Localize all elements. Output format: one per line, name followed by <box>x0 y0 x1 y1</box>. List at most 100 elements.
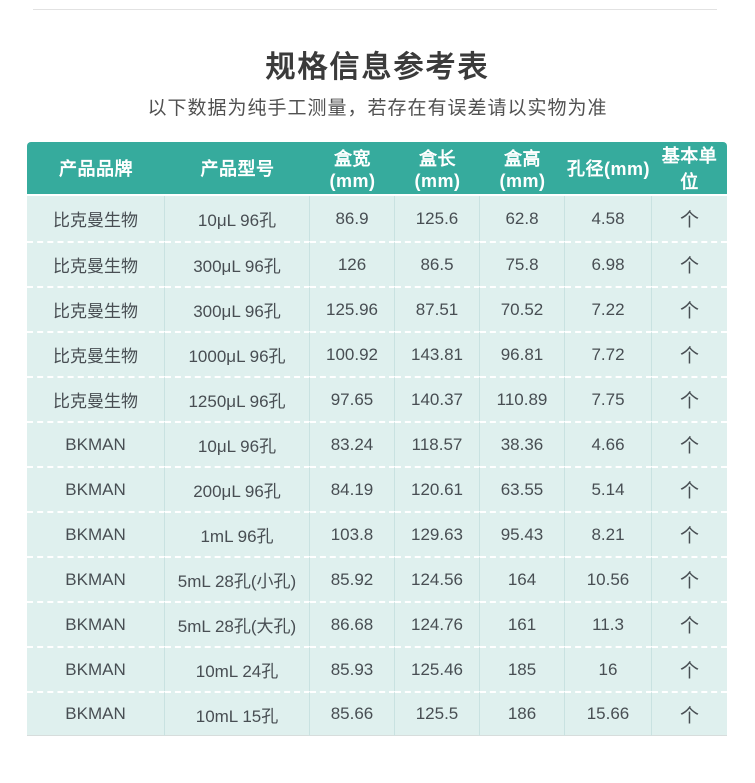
table-cell: 8.21 <box>565 511 652 556</box>
table-row: 比克曼生物 1250μL 96孔 97.65 140.37 110.89 7.75 个 <box>27 376 727 421</box>
table-cell: 7.72 <box>565 331 652 376</box>
table-cell: 个 <box>652 646 727 691</box>
table-cell: 个 <box>652 376 727 421</box>
page-title: 规格信息参考表 <box>265 51 490 84</box>
table-cell: 个 <box>652 286 727 331</box>
page-subtitle: 以下数据为纯手工测量，若存在有误差请以实物为准 <box>147 98 608 119</box>
table-cell: 7.22 <box>565 286 652 331</box>
table-cell: 个 <box>652 421 727 466</box>
table-cell: 4.66 <box>565 421 652 466</box>
table-row: BKMAN 10μL 96孔 83.24 118.57 38.36 4.66 个 <box>27 421 727 466</box>
table-header-row: 产品品牌 产品型号 盒宽(mm) 盒长(mm) 盒高(mm) 孔径(mm) 基本… <box>27 142 727 196</box>
table-cell: BKMAN <box>27 601 165 646</box>
table-cell: BKMAN <box>27 466 165 511</box>
table-cell: 126 <box>310 241 395 286</box>
column-header-model: 产品型号 <box>165 142 310 196</box>
table-cell: 185 <box>480 646 565 691</box>
table-cell: 15.66 <box>565 691 652 736</box>
table-cell: 86.68 <box>310 601 395 646</box>
table-cell: 120.61 <box>395 466 480 511</box>
spec-table-container: 产品品牌 产品型号 盒宽(mm) 盒长(mm) 盒高(mm) 孔径(mm) 基本… <box>27 142 727 736</box>
table-cell: 6.98 <box>565 241 652 286</box>
table-cell: BKMAN <box>27 556 165 601</box>
table-cell: 10.56 <box>565 556 652 601</box>
table-cell: 7.75 <box>565 376 652 421</box>
table-cell: 143.81 <box>395 331 480 376</box>
table-cell: 186 <box>480 691 565 736</box>
column-header-hole-diameter: 孔径(mm) <box>565 142 652 196</box>
table-cell: BKMAN <box>27 691 165 736</box>
table-cell: 97.65 <box>310 376 395 421</box>
table-row: BKMAN 1mL 96孔 103.8 129.63 95.43 8.21 个 <box>27 511 727 556</box>
table-cell: 38.36 <box>480 421 565 466</box>
table-row: BKMAN 200μL 96孔 84.19 120.61 63.55 5.14 个 <box>27 466 727 511</box>
column-header-box-length: 盒长(mm) <box>395 142 480 196</box>
table-cell: 5.14 <box>565 466 652 511</box>
table-cell: 个 <box>652 466 727 511</box>
table-cell: 125.6 <box>395 196 480 241</box>
column-header-base-unit: 基本单位 <box>652 142 727 196</box>
table-cell: 300μL 96孔 <box>165 286 310 331</box>
table-cell: 比克曼生物 <box>27 241 165 286</box>
table-cell: 个 <box>652 511 727 556</box>
table-cell: 124.56 <box>395 556 480 601</box>
table-cell: 11.3 <box>565 601 652 646</box>
table-cell: 200μL 96孔 <box>165 466 310 511</box>
table-cell: 75.8 <box>480 241 565 286</box>
table-cell: 125.46 <box>395 646 480 691</box>
table-cell: 个 <box>652 331 727 376</box>
table-cell: 300μL 96孔 <box>165 241 310 286</box>
table-cell: 个 <box>652 241 727 286</box>
table-cell: 个 <box>652 601 727 646</box>
table-cell: 124.76 <box>395 601 480 646</box>
table-cell: 86.5 <box>395 241 480 286</box>
table-cell: 129.63 <box>395 511 480 556</box>
table-cell: 140.37 <box>395 376 480 421</box>
table-cell: 1000μL 96孔 <box>165 331 310 376</box>
table-cell: 164 <box>480 556 565 601</box>
table-cell: 110.89 <box>480 376 565 421</box>
table-cell: 1250μL 96孔 <box>165 376 310 421</box>
table-cell: 1mL 96孔 <box>165 511 310 556</box>
table-cell: 83.24 <box>310 421 395 466</box>
table-cell: 84.19 <box>310 466 395 511</box>
table-cell: 比克曼生物 <box>27 331 165 376</box>
table-cell: 100.92 <box>310 331 395 376</box>
top-divider <box>33 9 717 10</box>
table-row: 比克曼生物 300μL 96孔 126 86.5 75.8 6.98 个 <box>27 241 727 286</box>
table-cell: 16 <box>565 646 652 691</box>
table-cell: 70.52 <box>480 286 565 331</box>
table-cell: BKMAN <box>27 646 165 691</box>
table-cell: 118.57 <box>395 421 480 466</box>
table-cell: 85.93 <box>310 646 395 691</box>
table-cell: 比克曼生物 <box>27 376 165 421</box>
table-cell: 4.58 <box>565 196 652 241</box>
table-row: 比克曼生物 300μL 96孔 125.96 87.51 70.52 7.22 个 <box>27 286 727 331</box>
table-cell: 86.9 <box>310 196 395 241</box>
spec-table-body: 比克曼生物 10μL 96孔 86.9 125.6 62.8 4.58 个比克曼生物 300μ… <box>27 196 727 736</box>
table-cell: 85.66 <box>310 691 395 736</box>
table-cell: 个 <box>652 196 727 241</box>
table-cell: 10mL 24孔 <box>165 646 310 691</box>
table-cell: 125.96 <box>310 286 395 331</box>
table-cell: 95.43 <box>480 511 565 556</box>
table-row: BKMAN 10mL 24孔 85.93 125.46 185 16 个 <box>27 646 727 691</box>
table-cell: BKMAN <box>27 421 165 466</box>
column-header-brand: 产品品牌 <box>27 142 165 196</box>
table-cell: 96.81 <box>480 331 565 376</box>
table-row: BKMAN 5mL 28孔(小孔) 85.92 124.56 164 10.56 个 <box>27 556 727 601</box>
table-cell: 125.5 <box>395 691 480 736</box>
table-cell: 63.55 <box>480 466 565 511</box>
table-row: BKMAN 5mL 28孔(大孔) 86.68 124.76 161 11.3 个 <box>27 601 727 646</box>
column-header-box-height: 盒高(mm) <box>480 142 565 196</box>
table-cell: 161 <box>480 601 565 646</box>
table-cell: 103.8 <box>310 511 395 556</box>
table-cell: 87.51 <box>395 286 480 331</box>
table-cell: 10mL 15孔 <box>165 691 310 736</box>
table-cell: 85.92 <box>310 556 395 601</box>
table-cell: 个 <box>652 691 727 736</box>
table-cell: 10μL 96孔 <box>165 421 310 466</box>
table-cell: 5mL 28孔(大孔) <box>165 601 310 646</box>
table-row: 比克曼生物 10μL 96孔 86.9 125.6 62.8 4.58 个 <box>27 196 727 241</box>
